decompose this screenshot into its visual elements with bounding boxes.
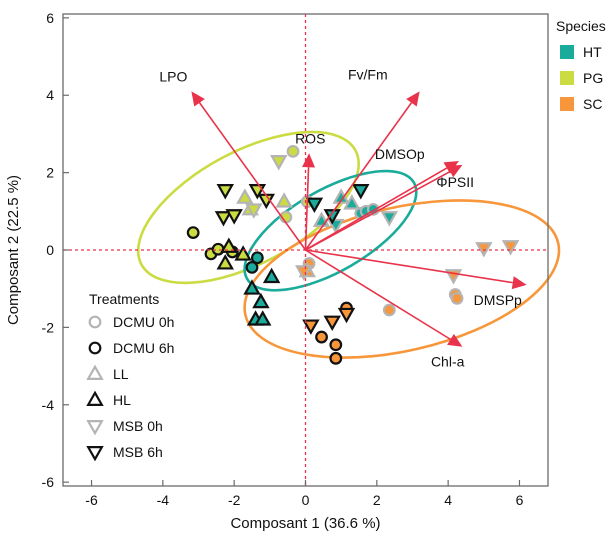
arrow-chl-a — [305, 249, 451, 341]
point-pg-msb-6h — [214, 211, 233, 227]
point-ht-msb-0h — [380, 211, 399, 227]
point-sc-msb-6h — [323, 315, 341, 332]
point-pg-dcmu-6h — [186, 226, 200, 239]
point-ht-hl — [252, 292, 270, 309]
point-sc-msb-0h — [294, 265, 313, 281]
legend-label-ll: LL — [113, 366, 129, 382]
y-tick-label: -6 — [42, 474, 55, 490]
point-pg-hl — [220, 237, 238, 253]
arrow-head-chl-a — [447, 333, 463, 347]
legend-marker-msb-6h — [86, 446, 104, 462]
y-tick-label: -4 — [42, 397, 55, 413]
x-tick-label: 4 — [444, 492, 452, 508]
x-tick-label: 0 — [302, 492, 310, 508]
x-tick-label: 6 — [516, 492, 524, 508]
point-pg-hl — [234, 245, 252, 261]
arrow-fv-fm — [304, 102, 413, 251]
point-ht-dcmu-6h — [250, 251, 264, 265]
point-sc-dcmu-6h — [329, 338, 343, 352]
point-sc-msb-0h — [475, 242, 493, 258]
point-pg-msb-6h — [225, 209, 243, 225]
x-tick-label: 2 — [373, 492, 381, 508]
point-sc-dcmu-6h — [315, 330, 328, 344]
arrow-dmspp — [305, 249, 513, 284]
point-pg-msb-0h — [270, 155, 288, 171]
point-ht-hl — [253, 310, 272, 326]
point-pg-msb-6h — [216, 184, 234, 200]
species-legend: Species HT PG SC — [556, 18, 606, 112]
arrow-head-dmspp — [511, 276, 527, 290]
arrow-label-dmspp: DMSPp — [474, 292, 522, 308]
y-axis-label: Composant 2 (22.5 %) — [5, 175, 22, 325]
legend-marker-ll — [86, 364, 104, 380]
point-sc-dcmu-0h — [382, 303, 396, 317]
species-label-ht: HT — [583, 44, 602, 60]
legend-label-hl: HL — [113, 392, 131, 408]
legend-marker-dcmu-0h — [88, 315, 102, 329]
point-pg-ll — [236, 188, 254, 204]
point-pg-msb-0h — [245, 203, 263, 219]
species-swatch-pg — [560, 71, 574, 85]
point-sc-dcmu-0h — [450, 291, 464, 305]
point-pg-ll — [275, 192, 293, 208]
legend-label-msb-0h: MSB 0h — [113, 418, 163, 434]
arrow-head-fv-fm — [406, 91, 420, 107]
point-ht-msb-6h — [352, 184, 370, 200]
point-ht-ll — [343, 194, 361, 210]
y-tick-label: 4 — [46, 87, 54, 103]
x-axis-label: Composant 1 (36.6 %) — [230, 515, 380, 532]
legend-label-dcmu-6h: DCMU 6h — [113, 340, 174, 356]
arrow-head-lpo — [191, 91, 205, 107]
point-ht-msb-6h — [305, 197, 324, 214]
legend-marker-dcmu-6h — [88, 341, 102, 355]
x-tick-label: -4 — [157, 492, 170, 508]
axes: -6 -4 -2 0 2 4 6 -6 -4 -2 0 2 4 6 Composant 1 (36.6 %)… — [5, 10, 549, 532]
y-tick-label: 6 — [46, 10, 54, 26]
arrow-label-fv-fm: Fv/Fm — [348, 66, 388, 82]
point-ht-dcmu-6h — [245, 261, 259, 274]
species-swatch-sc — [560, 97, 574, 111]
legend-label-dcmu-0h: DCMU 0h — [113, 314, 174, 330]
arrow-label-psii: ΦPSII — [436, 174, 474, 190]
y-tick-label: -2 — [42, 319, 55, 335]
point-sc-msb-6h — [337, 307, 356, 324]
species-swatch-ht — [560, 45, 574, 59]
species-legend-title: Species — [556, 18, 606, 34]
arrow-label-lpo: LPO — [159, 68, 187, 84]
arrow-head-ros — [302, 153, 316, 168]
point-pg-hl — [216, 254, 234, 270]
y-tick-label: 2 — [46, 165, 54, 181]
species-label-pg: PG — [583, 70, 603, 86]
x-tick-label: -2 — [228, 492, 241, 508]
point-pg-dcmu-0h — [286, 144, 300, 158]
point-ht-hl — [262, 267, 281, 284]
treatments-legend: Treatments DCMU 0h DCMU 6h LL HL MSB 0h MSB 6h — [86, 291, 174, 462]
arrow-label-ros: ROS — [295, 130, 325, 146]
ellipse-sc — [243, 199, 561, 359]
arrow-head-psii — [447, 164, 463, 178]
species-ellipses — [136, 130, 561, 359]
point-ht-hl — [243, 279, 261, 295]
y-tick-label: 0 — [46, 242, 54, 258]
arrow-ros — [304, 167, 310, 251]
arrow-lpo — [198, 102, 307, 251]
arrow-psii — [305, 170, 451, 251]
legend-marker-hl — [86, 390, 104, 406]
x-tick-label: -6 — [85, 492, 98, 508]
ellipse-pg — [136, 130, 360, 285]
species-label-sc: SC — [583, 96, 602, 112]
point-sc-msb-6h — [302, 319, 320, 335]
loading-arrows: LPO ROS Fv/Fm DMSOp ΦPSII DMSPp Chl-a — [159, 66, 527, 370]
point-sc-dcmu-6h — [329, 351, 343, 365]
treatments-legend-title: Treatments — [89, 291, 159, 307]
arrow-label-dmsop: DMSOp — [375, 146, 425, 162]
legend-label-msb-6h: MSB 6h — [113, 444, 163, 460]
point-sc-msb-0h — [501, 240, 520, 256]
arrow-label-chl-a: Chl-a — [431, 354, 465, 370]
ellipse-ht — [243, 169, 418, 292]
legend-marker-msb-0h — [86, 420, 104, 436]
point-pg-dcmu-6h — [211, 242, 225, 256]
